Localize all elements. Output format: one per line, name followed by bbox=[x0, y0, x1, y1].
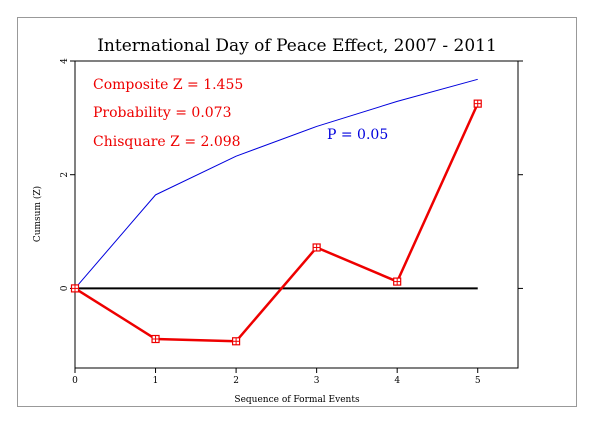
y-tick-label: 2 bbox=[60, 172, 70, 178]
series-layer bbox=[70, 78, 482, 346]
x-axis-title: Sequence of Formal Events bbox=[234, 395, 360, 405]
x-tick-label: 4 bbox=[394, 376, 400, 386]
cumsum-z-line bbox=[74, 103, 479, 343]
annotation-p-005: P = 0.05 bbox=[327, 127, 388, 143]
annotation-probability: Probability = 0.073 bbox=[93, 105, 232, 121]
data-point-marker bbox=[151, 334, 160, 344]
x-tick-label: 3 bbox=[314, 376, 320, 386]
annotation-composite-z: Composite Z = 1.455 bbox=[93, 77, 243, 93]
y-tick-label: 0 bbox=[60, 285, 70, 291]
data-point-marker bbox=[70, 284, 80, 293]
data-point-marker bbox=[312, 243, 321, 252]
annotation-chisquare-z: Chisquare Z = 2.098 bbox=[93, 134, 241, 150]
x-tick-label: 2 bbox=[233, 376, 239, 386]
x-tick-label: 5 bbox=[475, 376, 481, 386]
y-axis-title: Cumsum (Z) bbox=[32, 186, 43, 242]
chart-frame bbox=[17, 17, 577, 407]
p005-envelope-line bbox=[74, 78, 478, 289]
plot-area bbox=[74, 60, 519, 369]
data-point-marker bbox=[393, 277, 402, 286]
x-axis: 0 1 2 3 4 5 bbox=[72, 368, 481, 386]
data-point-marker bbox=[231, 337, 241, 346]
y-tick-label: 4 bbox=[60, 58, 70, 64]
chart-title: International Day of Peace Effect, 2007 … bbox=[97, 36, 497, 56]
x-tick-label: 1 bbox=[153, 376, 159, 386]
data-point-marker bbox=[473, 99, 482, 108]
x-tick-label: 0 bbox=[72, 376, 78, 386]
